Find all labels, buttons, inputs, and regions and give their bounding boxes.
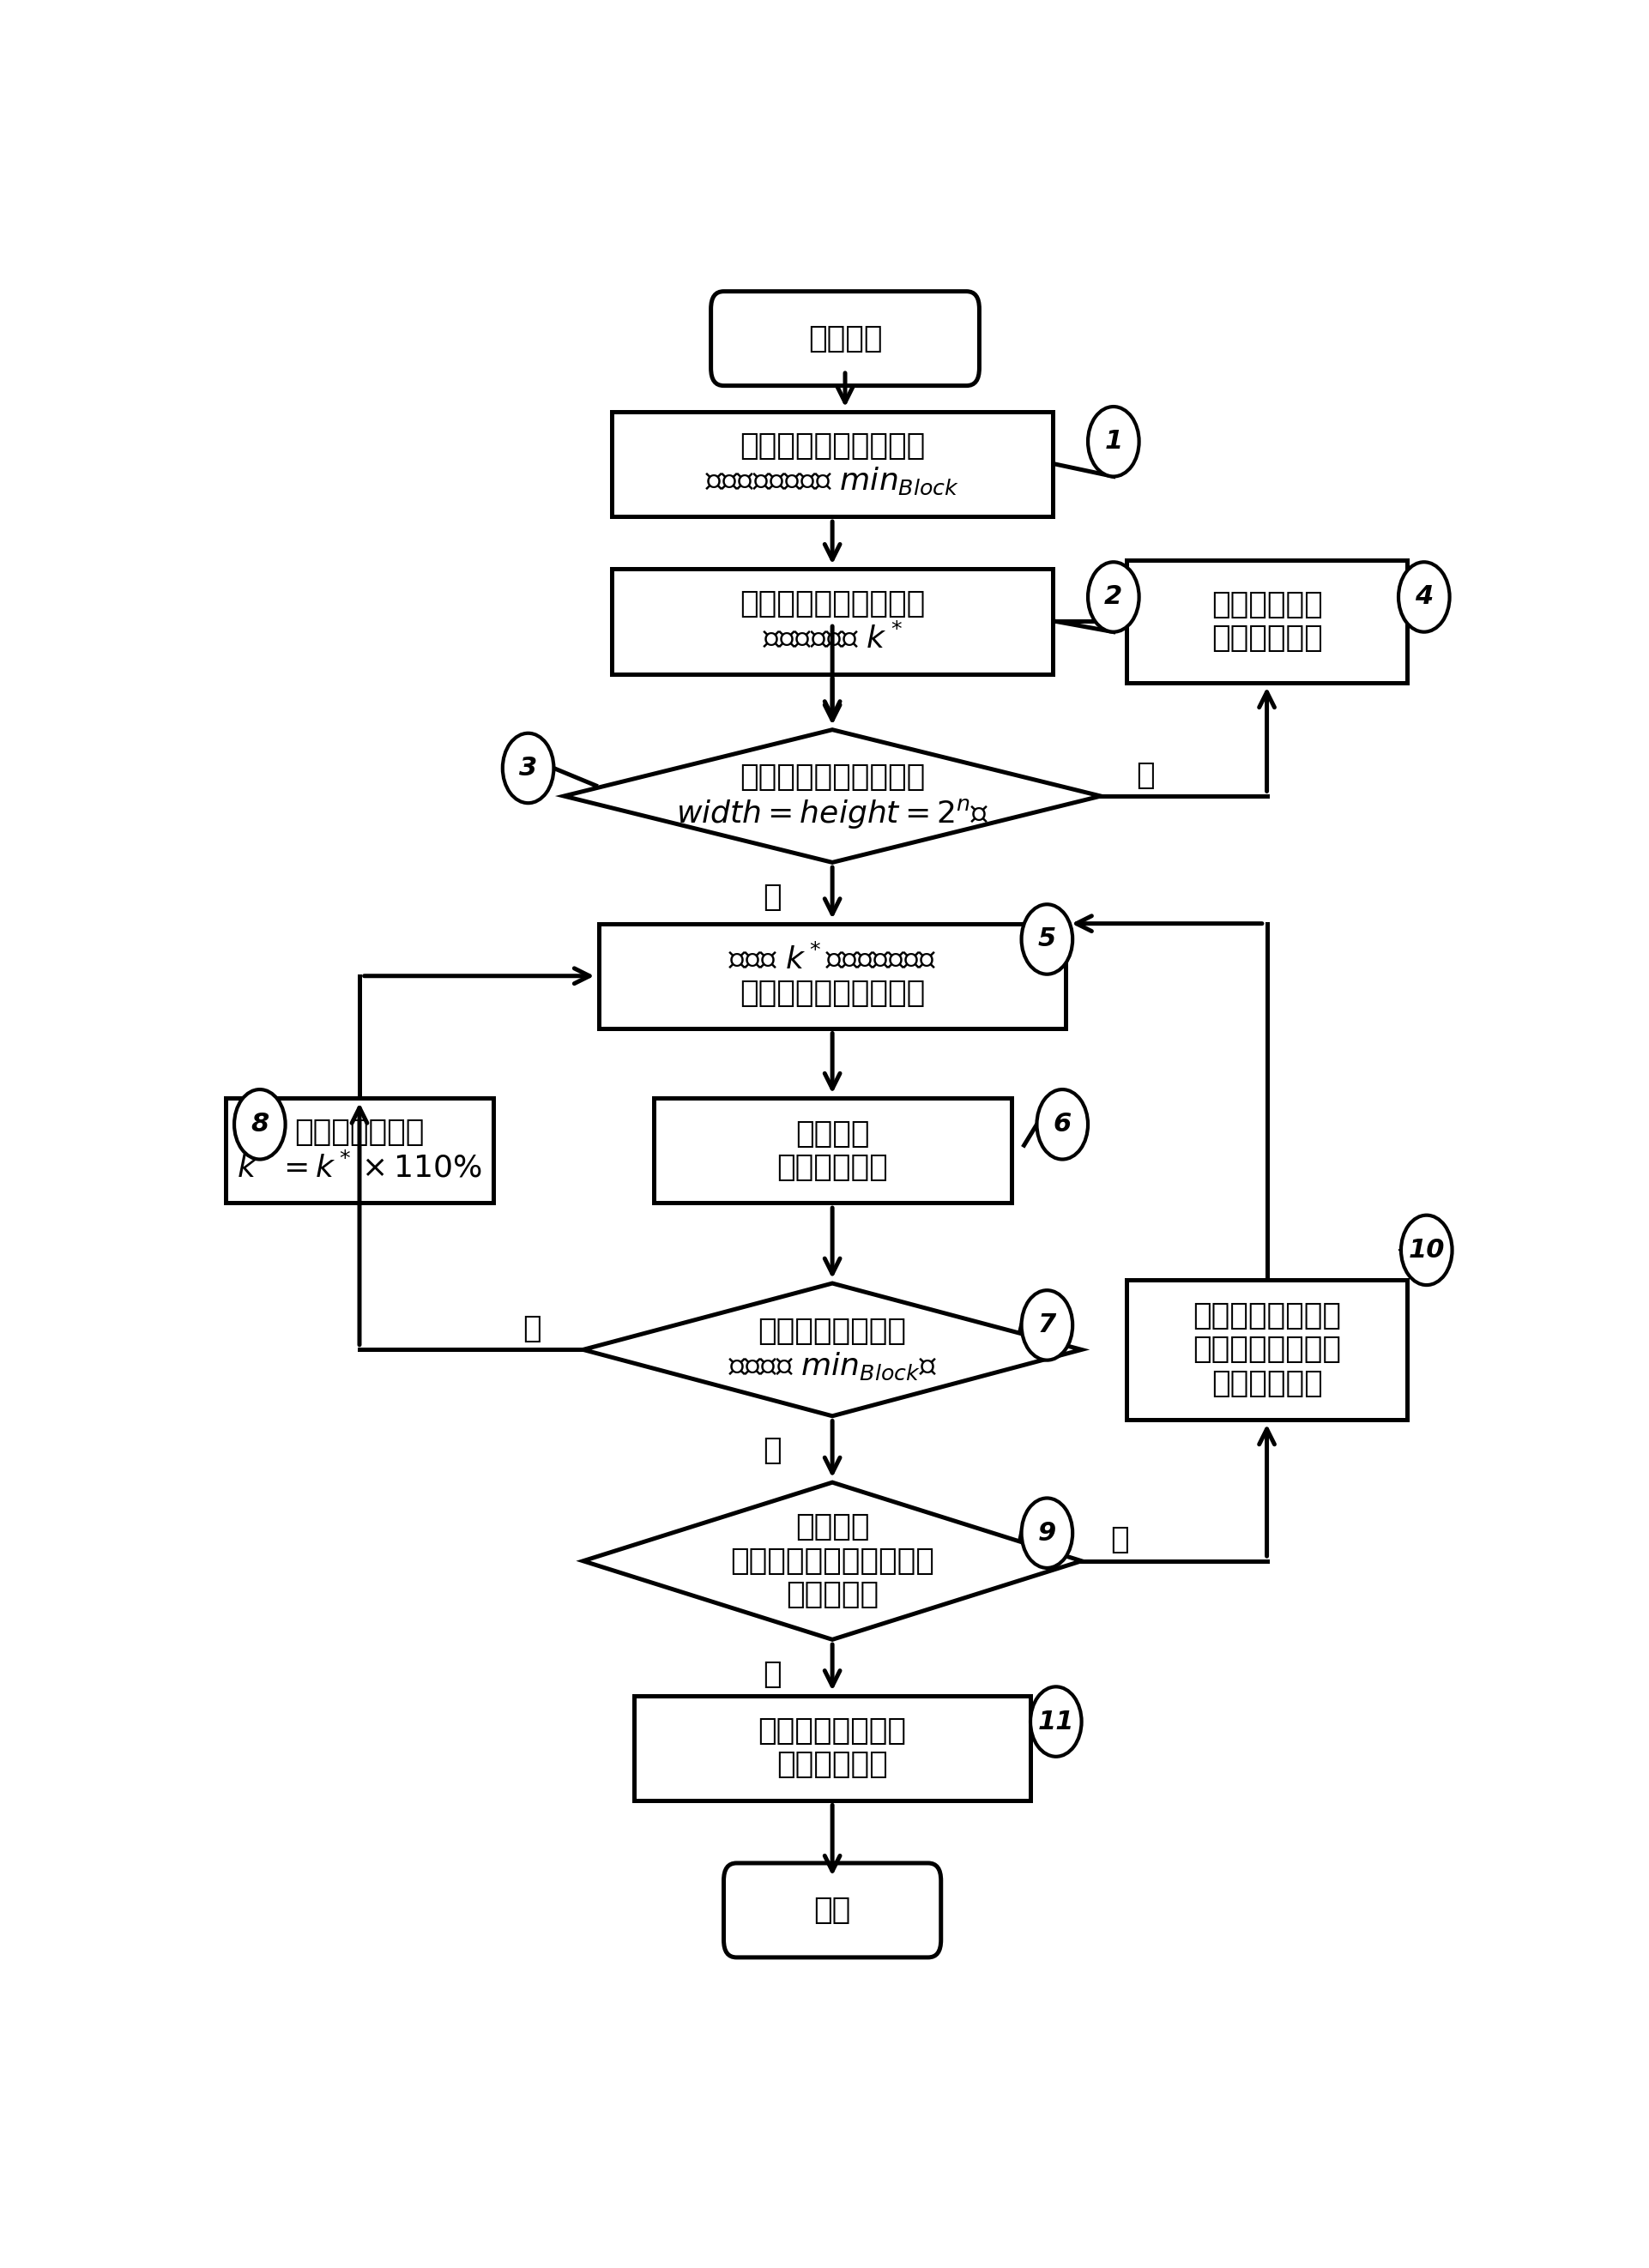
Bar xyxy=(612,413,1052,517)
Circle shape xyxy=(1037,1089,1088,1159)
FancyBboxPatch shape xyxy=(711,290,980,386)
Text: 图像尺寸扩展
（填充黑色）: 图像尺寸扩展 （填充黑色） xyxy=(1210,590,1322,653)
Text: 提高二值化阈值
$k^* = k^* \times 110\%$: 提高二值化阈值 $k^* = k^* \times 110\%$ xyxy=(237,1118,482,1184)
Text: 1: 1 xyxy=(1105,429,1123,454)
Text: 当前最大分块尺寸
是否大于 $min_{Block}$？: 当前最大分块尺寸 是否大于 $min_{Block}$？ xyxy=(729,1318,937,1381)
Text: 取出所有
当前最大分块: 取出所有 当前最大分块 xyxy=(777,1118,889,1182)
Circle shape xyxy=(1031,1687,1082,1755)
Circle shape xyxy=(1021,1290,1072,1361)
Polygon shape xyxy=(584,1284,1082,1415)
Text: 基于边界检测算法计算
最小同质选区尺寸 $min_{Block}$: 基于边界检测算法计算 最小同质选区尺寸 $min_{Block}$ xyxy=(706,431,960,497)
Text: 是否能从
所有当前最大分块中选出
最优分块？: 是否能从 所有当前最大分块中选出 最优分块？ xyxy=(731,1513,935,1610)
Circle shape xyxy=(1021,1499,1072,1567)
Circle shape xyxy=(503,733,554,803)
Bar xyxy=(612,569,1052,674)
Text: 是: 是 xyxy=(762,1436,782,1465)
Text: 6: 6 xyxy=(1054,1111,1072,1136)
Text: 是: 是 xyxy=(762,882,782,912)
Text: 否: 否 xyxy=(523,1313,541,1343)
Text: 超声图像: 超声图像 xyxy=(808,324,882,354)
Text: 8: 8 xyxy=(251,1111,269,1136)
Text: 完成: 完成 xyxy=(813,1896,851,1926)
Text: 由最大类间方差二值化
算法确定阈值 $k^*$: 由最大类间方差二值化 算法确定阈值 $k^*$ xyxy=(739,590,925,653)
Text: 7: 7 xyxy=(1037,1313,1055,1338)
Text: 是: 是 xyxy=(762,1660,782,1690)
FancyBboxPatch shape xyxy=(724,1862,942,1957)
Text: 否: 否 xyxy=(1136,760,1154,789)
Text: 2: 2 xyxy=(1105,585,1123,610)
Polygon shape xyxy=(584,1483,1082,1640)
Text: 3: 3 xyxy=(519,755,538,780)
Text: 输出最优同质区域
自动选择结果: 输出最优同质区域 自动选择结果 xyxy=(759,1717,907,1780)
Circle shape xyxy=(1402,1216,1453,1286)
Bar xyxy=(1126,560,1408,683)
Circle shape xyxy=(1088,406,1139,476)
Text: 5: 5 xyxy=(1037,928,1055,953)
Text: 10: 10 xyxy=(1408,1238,1445,1263)
Circle shape xyxy=(234,1089,285,1159)
Circle shape xyxy=(1398,562,1449,633)
Text: 忽略当前最大分块
将次大分块设置为
当前最大分块: 忽略当前最大分块 将次大分块设置为 当前最大分块 xyxy=(1192,1302,1341,1397)
Bar xyxy=(226,1098,493,1202)
Text: 9: 9 xyxy=(1037,1520,1055,1545)
Bar xyxy=(599,923,1065,1027)
Bar xyxy=(635,1696,1031,1801)
Polygon shape xyxy=(564,730,1102,862)
Text: 4: 4 xyxy=(1415,585,1433,610)
Bar xyxy=(653,1098,1011,1202)
Text: 以阈值 $k^*$作为区域一致性
标准的四叉树图像分解: 以阈值 $k^*$作为区域一致性 标准的四叉树图像分解 xyxy=(729,943,937,1007)
Bar xyxy=(1126,1279,1408,1420)
Text: 11: 11 xyxy=(1037,1710,1073,1735)
Text: 否: 否 xyxy=(1110,1526,1130,1554)
Circle shape xyxy=(1021,905,1072,975)
Circle shape xyxy=(1088,562,1139,633)
Text: 检测图像尺寸是否满足
$width = height = 2^n$？: 检测图像尺寸是否满足 $width = height = 2^n$？ xyxy=(676,762,989,830)
